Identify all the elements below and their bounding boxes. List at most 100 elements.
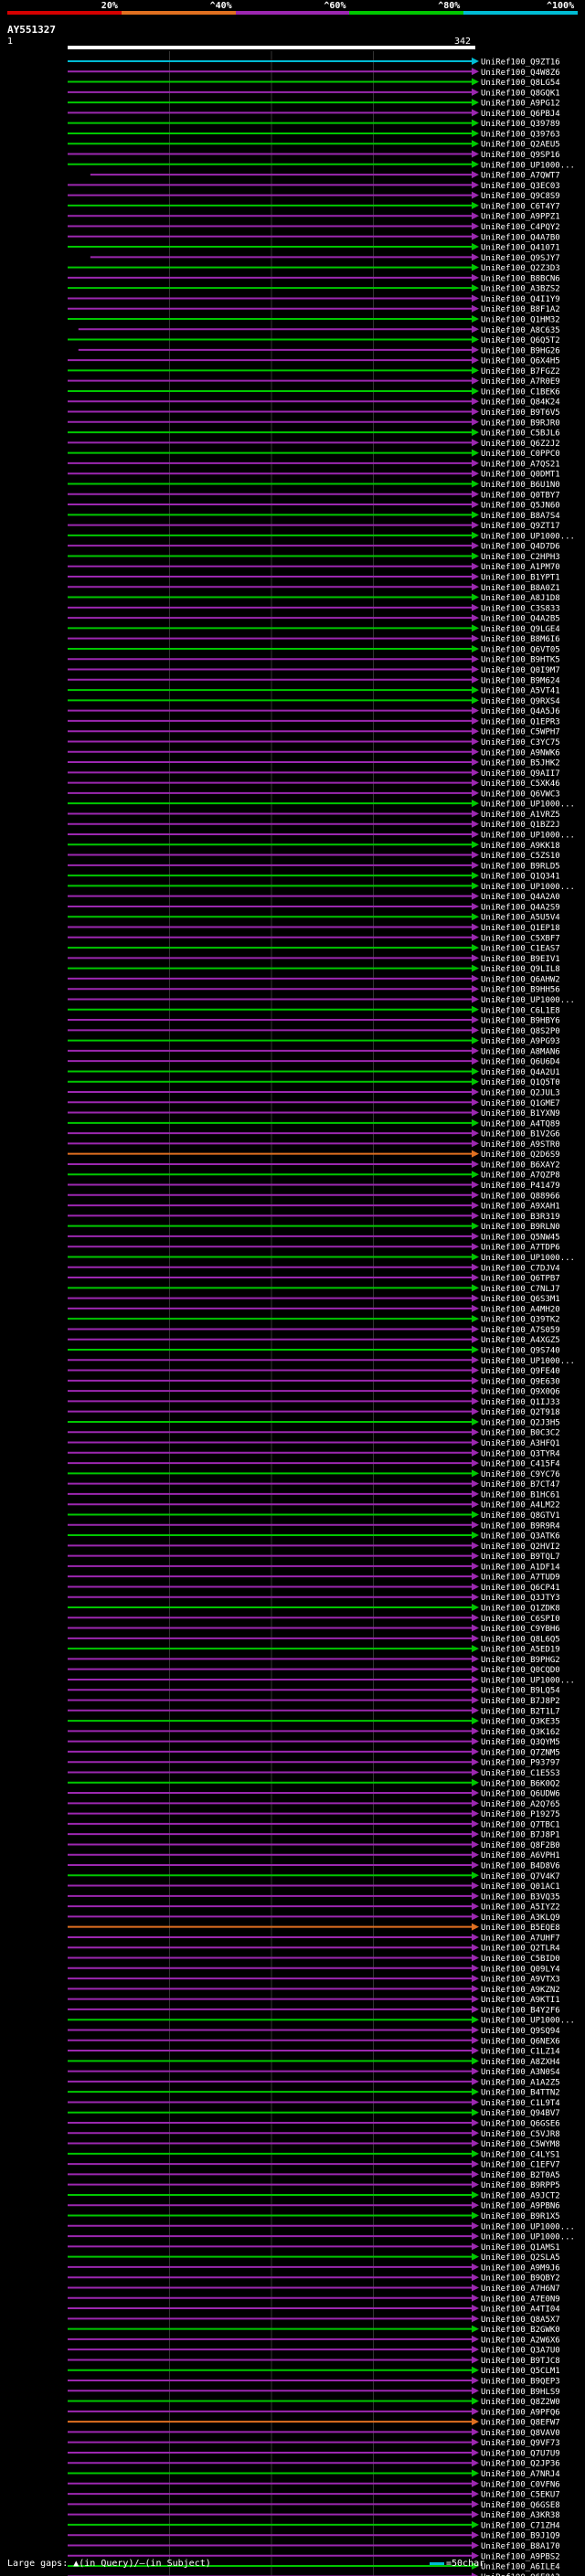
hit-arrow: [472, 191, 479, 199]
hit-label: UniRef100_C6T4Y7: [481, 202, 560, 211]
hit-arrow: [472, 2067, 479, 2075]
hit-arrow: [472, 2479, 479, 2487]
hit-label: UniRef100_Q8L6Q5: [481, 1635, 560, 1644]
hit-label: UniRef100_C4LYS1: [481, 2150, 560, 2159]
hit-arrow: [472, 2366, 479, 2374]
hit-arrow: [472, 872, 479, 880]
hit-label: UniRef100_Q88966: [481, 1192, 560, 1201]
hit-label: UniRef100_B9RPP5: [481, 2181, 560, 2190]
hit-label: UniRef100_B9TJC8: [481, 2357, 560, 2366]
hit-arrow: [472, 2026, 479, 2034]
hit-arrow: [472, 2047, 479, 2055]
hit-arrow: [472, 562, 479, 570]
hit-arrow: [472, 841, 479, 849]
hit-arrow: [472, 1274, 479, 1282]
hit-arrow: [472, 552, 479, 560]
hit-arrow: [472, 1171, 479, 1179]
hit-arrow: [472, 2098, 479, 2106]
hit-arrow: [472, 1944, 479, 1952]
hit-label: UniRef100_Q9LGE4: [481, 625, 560, 634]
hit-label: UniRef100_B1YXN9: [481, 1109, 560, 1118]
hit-arrow: [472, 634, 479, 642]
hit-label: UniRef100_Q4A2A0: [481, 893, 560, 902]
hit-arrow: [472, 294, 479, 302]
hit-label: UniRef100_C5WYM8: [481, 2140, 560, 2149]
hit-arrow: [472, 2541, 479, 2549]
hit-label: UniRef100_B4Y2F6: [481, 2006, 560, 2015]
hit-arrow: [472, 1428, 479, 1436]
hit-arrow: [472, 583, 479, 591]
hit-arrow: [472, 902, 479, 910]
hit-label: UniRef100_B0C3C2: [481, 1429, 560, 1438]
hit-arrow: [472, 1088, 479, 1096]
hit-label: UniRef100_Q6X4H5: [481, 357, 560, 366]
hit-arrow: [472, 1706, 479, 1714]
hit-arrow: [472, 1645, 479, 1653]
hit-label: UniRef100_Q0TBY7: [481, 491, 560, 500]
hit-label: UniRef100_C1EAS7: [481, 945, 560, 954]
hit-arrow: [472, 974, 479, 982]
hit-arrow: [472, 1562, 479, 1570]
hit-label: UniRef100_B4TTN2: [481, 2089, 560, 2098]
hit-label: UniRef100_Q2TLR4: [481, 1945, 560, 1954]
hit-label: UniRef100_B8M6I6: [481, 635, 560, 644]
hit-arrow: [472, 675, 479, 684]
hit-arrow: [472, 2397, 479, 2405]
hit-arrow: [472, 1758, 479, 1766]
hit-label: UniRef100_C9YC76: [481, 1470, 560, 1479]
hit-arrow: [472, 1160, 479, 1168]
hit-label: UniRef100_Q84K24: [481, 398, 560, 408]
hit-label: UniRef100_UP1000...: [481, 532, 575, 541]
hit-arrow: [472, 160, 479, 168]
hit-arrow: [472, 470, 479, 478]
hit-label: UniRef100_A5IYZ2: [481, 1903, 560, 1913]
hit-label: UniRef100_Q4A5J6: [481, 707, 560, 716]
hit-arrow: [472, 2325, 479, 2333]
hit-label: UniRef100_A2Q765: [481, 1800, 560, 1809]
hit-arrow: [472, 964, 479, 972]
hit-label: UniRef100_UP1000...: [481, 800, 575, 810]
hit-label: UniRef100_Q01AC1: [481, 1882, 560, 1892]
hit-arrow: [472, 2428, 479, 2436]
hit-arrow: [472, 511, 479, 519]
hit-label: UniRef100_UP1000...: [481, 2222, 575, 2231]
hit-label: UniRef100_Q0CQD0: [481, 1666, 560, 1675]
hit-label: UniRef100_A9PG93: [481, 1037, 560, 1046]
hit-arrow: [472, 2284, 479, 2292]
hit-arrow: [472, 727, 479, 736]
hit-arrow: [472, 273, 479, 281]
hit-arrow: [472, 2160, 479, 2168]
hit-label: UniRef100_C1L9T4: [481, 2099, 560, 2108]
hit-arrow: [472, 78, 479, 86]
hit-label: UniRef100_C1LZ14: [481, 2048, 560, 2057]
hit-arrow: [472, 243, 479, 251]
hit-arrow: [472, 995, 479, 1003]
hit-label: UniRef100_B2T0A5: [481, 2171, 560, 2180]
hit-arrow: [472, 1521, 479, 1529]
hit-arrow: [472, 2149, 479, 2157]
hit-label: UniRef100_Q1EPR3: [481, 717, 560, 726]
hit-arrow: [472, 408, 479, 416]
hit-label: UniRef100_Q4A2S9: [481, 903, 560, 912]
hit-arrow: [472, 2180, 479, 2189]
hit-arrow: [472, 1036, 479, 1044]
hit-label: UniRef100_Q3ATK6: [481, 1532, 560, 1542]
hit-label: UniRef100_P19275: [481, 1810, 560, 1819]
hit-label: UniRef100_A3HFQ1: [481, 1439, 560, 1448]
hit-arrow: [472, 1181, 479, 1189]
hit-arrow: [472, 1232, 479, 1240]
hit-label: UniRef100_Q8F2B0: [481, 1841, 560, 1850]
hit-arrow: [472, 366, 479, 375]
hit-label: UniRef100_C5BID0: [481, 1955, 560, 1964]
hit-label: UniRef100_B2T1L7: [481, 1707, 560, 1716]
hit-arrow: [472, 1604, 479, 1611]
hit-label: UniRef100_Q7U7U9: [481, 2449, 560, 2458]
hit-arrow: [472, 356, 479, 365]
hit-arrow: [472, 737, 479, 746]
hit-label: UniRef100_B6U1N0: [481, 481, 560, 490]
hit-arrow: [472, 686, 479, 694]
hit-arrow: [472, 1459, 479, 1468]
scale-label: ^100%: [547, 1, 575, 11]
hit-arrow: [472, 88, 479, 96]
hit-label: UniRef100_A6ILE4: [481, 2563, 560, 2572]
